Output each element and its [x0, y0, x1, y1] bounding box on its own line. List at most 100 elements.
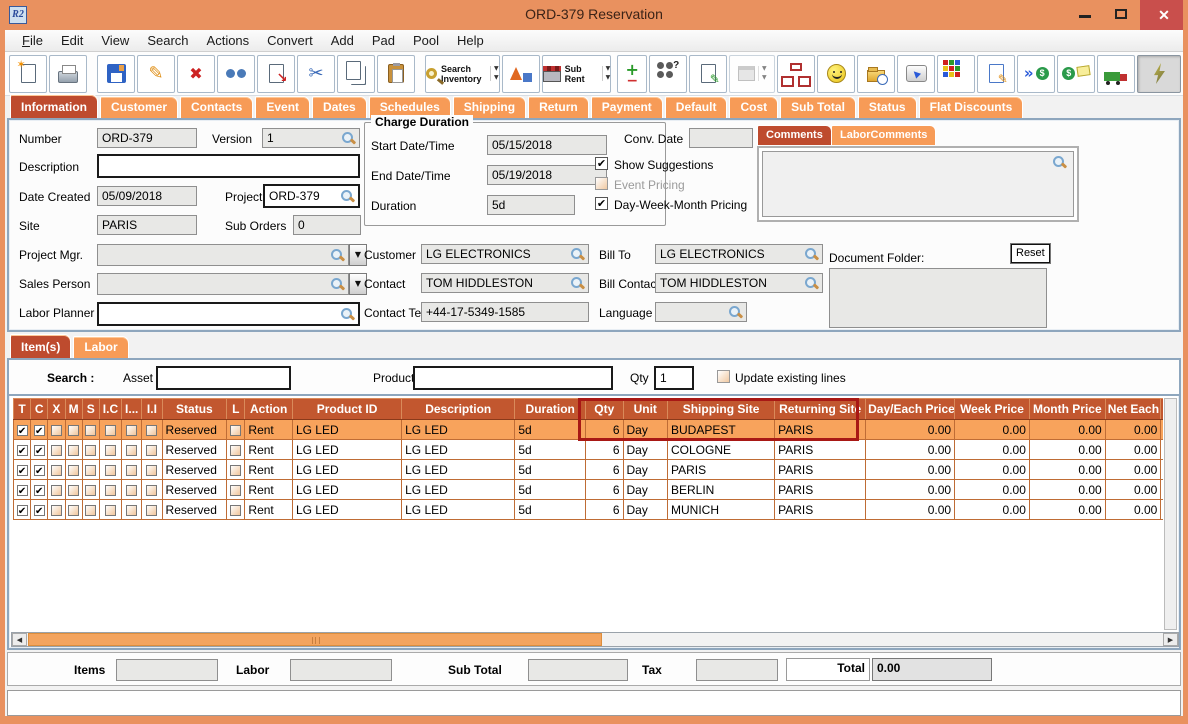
cell-returning-site[interactable]: PARIS: [774, 419, 867, 440]
cell-action[interactable]: Rent: [244, 439, 293, 460]
col-unit[interactable]: Unit: [622, 398, 668, 420]
cell-unit[interactable]: Day: [622, 419, 668, 440]
tab-cost[interactable]: Cost: [729, 96, 779, 118]
menu-pad[interactable]: Pad: [371, 33, 395, 48]
cell-shipping-site[interactable]: MUNICH: [666, 499, 776, 520]
sub-rent-button[interactable]: Sub Rent ▼ ▼: [541, 54, 612, 93]
project-mgr-lookup-icon[interactable]: [331, 249, 345, 263]
bill-to-field[interactable]: LG ELECTRONICS: [655, 244, 823, 264]
availability-wheels-button[interactable]: ?: [649, 54, 688, 93]
description-field[interactable]: [97, 154, 360, 178]
duration-field[interactable]: 5d: [487, 195, 575, 215]
cell-day-each-price[interactable]: 0.00: [865, 419, 956, 440]
col-l[interactable]: L: [226, 398, 246, 420]
cell-month-price[interactable]: 0.00: [1028, 419, 1106, 440]
shortcut-key-button[interactable]: ▲: [897, 54, 936, 93]
col-ic[interactable]: I.C: [98, 398, 123, 420]
cb-ic[interactable]: [104, 444, 116, 456]
cell-week-price[interactable]: 0.00: [954, 459, 1030, 480]
tab-contacts[interactable]: Contacts: [180, 96, 254, 118]
cell-day-each-price[interactable]: 0.00: [865, 459, 956, 480]
cb-l[interactable]: [230, 484, 242, 496]
cell-duration[interactable]: 5d: [514, 499, 587, 520]
delivery-truck-button[interactable]: [1097, 54, 1136, 93]
cell-duration[interactable]: 5d: [514, 459, 587, 480]
labor-planner-field[interactable]: [97, 302, 360, 326]
cell-description[interactable]: LG LED: [401, 459, 516, 480]
menu-view[interactable]: View: [101, 33, 130, 48]
cell-qty[interactable]: 6: [585, 439, 624, 460]
end-date-field[interactable]: 05/19/2018: [487, 165, 607, 185]
bill-to-lookup-icon[interactable]: [805, 248, 819, 262]
cell-status[interactable]: Reserved: [161, 479, 228, 500]
cb-ic[interactable]: [104, 484, 116, 496]
cb-l[interactable]: [230, 424, 242, 436]
cb-l[interactable]: [230, 444, 242, 456]
cb-i2[interactable]: [126, 444, 138, 456]
col-ii[interactable]: I.I: [141, 398, 163, 420]
edit-button[interactable]: ✎: [137, 54, 175, 93]
cb-ii[interactable]: [146, 464, 158, 476]
col-status[interactable]: Status: [161, 398, 228, 420]
edit-document-button[interactable]: ✎: [977, 54, 1016, 93]
show-suggestions-checkbox[interactable]: ✔: [595, 157, 608, 170]
cell-qty[interactable]: 6: [585, 499, 624, 520]
cell-month-price[interactable]: 0.00: [1028, 439, 1106, 460]
copy-special-button[interactable]: ↘: [257, 54, 295, 93]
col-description[interactable]: Description: [401, 398, 516, 420]
language-lookup-icon[interactable]: [729, 306, 743, 320]
cell-week-price[interactable]: 0.00: [954, 499, 1030, 520]
col-week-price[interactable]: Week Price: [954, 398, 1030, 420]
scroll-thumb[interactable]: [28, 633, 602, 646]
contact-field[interactable]: TOM HIDDLESTON: [421, 273, 589, 293]
cb-ii[interactable]: [146, 484, 158, 496]
cb-ii[interactable]: [146, 424, 158, 436]
cb-i2[interactable]: [126, 464, 138, 476]
col-m[interactable]: M: [64, 398, 83, 420]
cb-c[interactable]: ✔: [33, 484, 45, 497]
project-mgr-field[interactable]: [97, 244, 349, 266]
cell-month-price[interactable]: 0.00: [1028, 459, 1106, 480]
vertical-scrollbar[interactable]: [1164, 398, 1177, 630]
cb-x[interactable]: [50, 444, 62, 456]
tab-status[interactable]: Status: [857, 96, 917, 118]
cb-c[interactable]: ✔: [33, 424, 45, 437]
cell-returning-site[interactable]: PARIS: [774, 479, 867, 500]
cb-m[interactable]: [68, 484, 80, 496]
tab-shipping[interactable]: Shipping: [452, 96, 527, 118]
sales-person-lookup-icon[interactable]: [331, 278, 345, 292]
cell-net-each[interactable]: 0.00: [1104, 459, 1162, 480]
cb-ic[interactable]: [104, 504, 116, 516]
cell-week-price[interactable]: 0.00: [954, 479, 1030, 500]
comments-search-icon[interactable]: [1053, 156, 1067, 170]
sales-person-dropdown[interactable]: ▼: [349, 273, 367, 295]
maximize-button[interactable]: [1104, 0, 1138, 30]
cell-product-id[interactable]: LG LED: [291, 419, 403, 440]
col-day-each-price[interactable]: Day/Each Price: [865, 398, 956, 420]
org-chart-button[interactable]: [777, 54, 816, 93]
cell-action[interactable]: Rent: [244, 499, 293, 520]
menu-file[interactable]: File: [22, 33, 43, 48]
cb-m[interactable]: [68, 464, 80, 476]
cb-t[interactable]: ✔: [16, 444, 28, 457]
menu-actions[interactable]: Actions: [206, 33, 250, 48]
product-input[interactable]: [413, 366, 613, 390]
col-net-each[interactable]: Net Each: [1104, 398, 1162, 420]
table-row[interactable]: ✔ ✔ Reserved Rent LG LED LG LED 5d 6 Day: [13, 499, 1163, 520]
cell-returning-site[interactable]: PARIS: [774, 439, 867, 460]
table-row[interactable]: ✔ ✔ Reserved Rent LG LED LG LED 5d 6 Day: [13, 479, 1163, 500]
cell-description[interactable]: LG LED: [401, 499, 516, 520]
cell-shipping-site[interactable]: BERLIN: [666, 479, 776, 500]
cb-l[interactable]: [230, 464, 242, 476]
find-button[interactable]: [217, 54, 255, 93]
start-date-field[interactable]: 05/15/2018: [487, 135, 607, 155]
blocks-button[interactable]: [937, 54, 976, 93]
cell-net-each[interactable]: 0.00: [1104, 479, 1162, 500]
scroll-left-arrow[interactable]: ◀: [12, 633, 27, 646]
cb-t[interactable]: ✔: [16, 484, 28, 497]
cb-s[interactable]: [85, 424, 97, 436]
cb-t[interactable]: ✔: [16, 504, 28, 517]
cell-week-price[interactable]: 0.00: [954, 419, 1030, 440]
cell-tot[interactable]: [1160, 419, 1163, 440]
cell-action[interactable]: Rent: [244, 479, 293, 500]
